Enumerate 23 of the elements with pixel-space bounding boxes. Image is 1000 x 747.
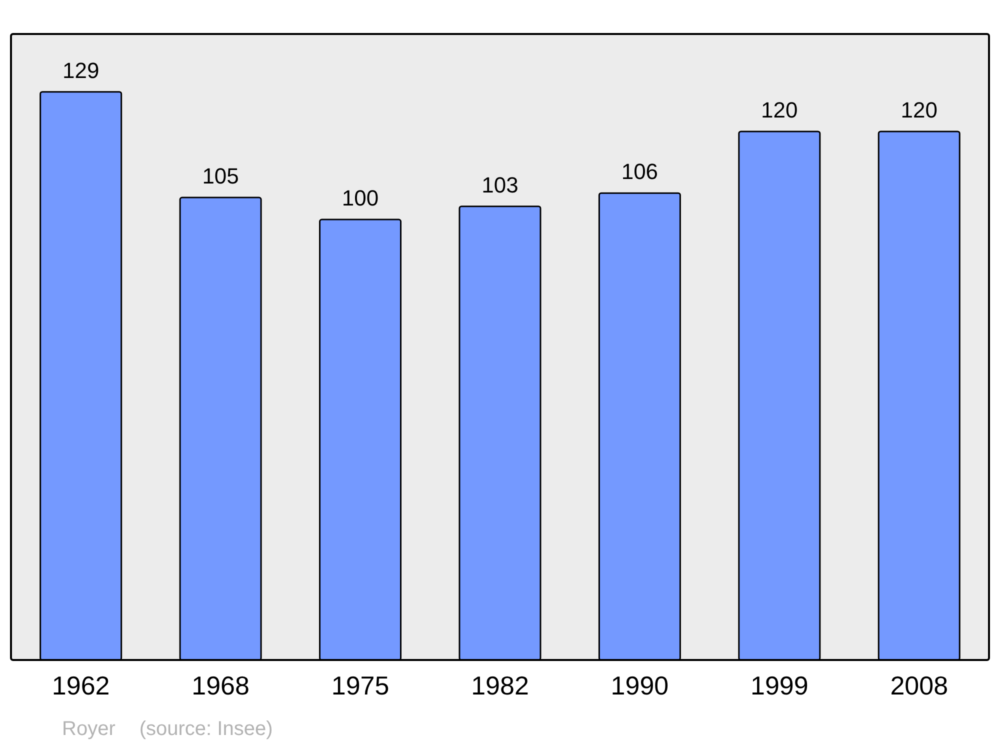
- data-label: 120: [900, 97, 938, 122]
- data-label: 129: [62, 58, 100, 83]
- bar: [179, 196, 262, 661]
- text: (source: Insee): [139, 718, 273, 741]
- bar: [319, 218, 402, 661]
- x-tick-label: 1968: [192, 670, 250, 700]
- data-label: 106: [621, 159, 658, 184]
- x-tick-label: 1990: [610, 670, 669, 700]
- x-tick-label: 1962: [52, 670, 110, 700]
- x-tick-label: 1982: [471, 670, 529, 700]
- bar: [738, 130, 821, 661]
- bar: [458, 206, 542, 661]
- x-tick-label: 1975: [331, 670, 390, 700]
- data-label: 105: [202, 164, 239, 189]
- data-label: 120: [761, 97, 798, 122]
- bar: [598, 192, 681, 661]
- x-tick-label: 1999: [750, 670, 808, 700]
- bar: [40, 91, 122, 661]
- bar: [878, 130, 960, 661]
- x-tick-label: 2008: [890, 670, 948, 700]
- data-label: 100: [342, 186, 379, 211]
- text: Royer: [62, 718, 116, 741]
- data-label: 103: [482, 172, 518, 198]
